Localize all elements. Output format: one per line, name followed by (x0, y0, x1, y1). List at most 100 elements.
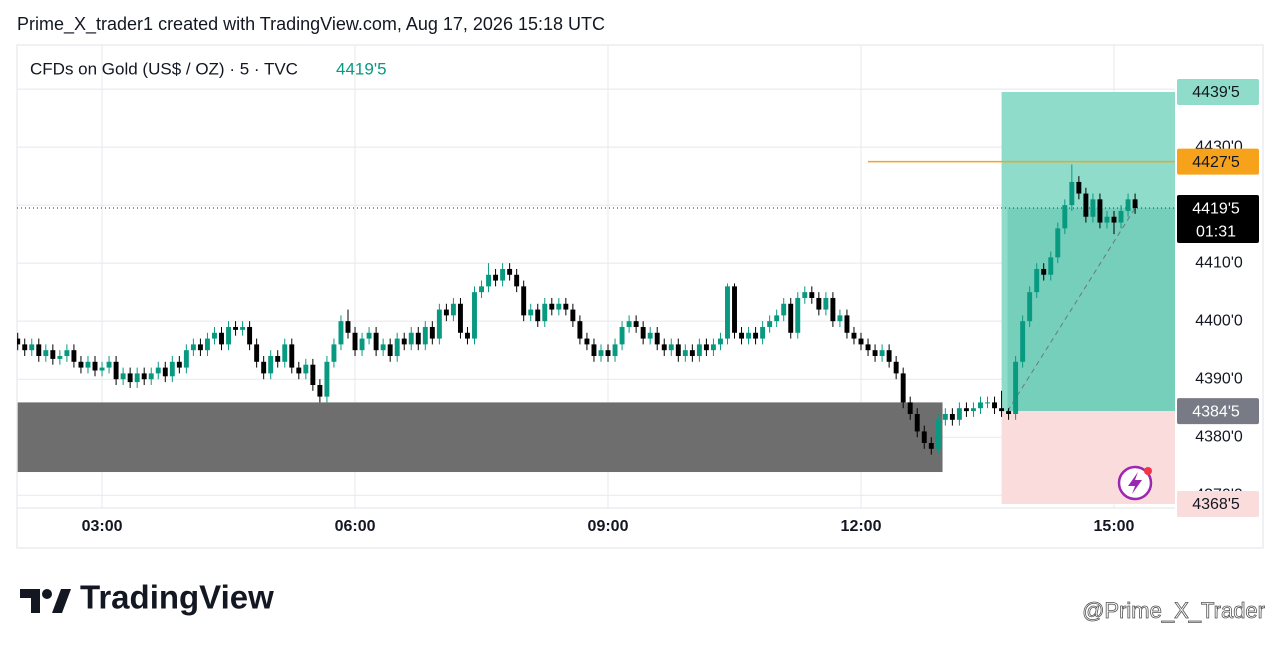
entry-badge (1177, 398, 1259, 425)
plot (17, 91, 1175, 504)
candle-body (879, 350, 885, 356)
candle-body (148, 373, 154, 380)
tv-logo (20, 589, 71, 613)
candle-body (219, 332, 224, 345)
candle-body (802, 292, 808, 298)
entry-badge-label: 4384'5 (1192, 403, 1240, 420)
candle-body (36, 344, 42, 356)
last-badge-label: 4419'5 (1192, 200, 1240, 217)
candle-body (169, 361, 175, 377)
candle-body (1125, 199, 1131, 211)
candle-body (50, 350, 56, 359)
candle-body (1062, 205, 1068, 229)
candle-body (605, 350, 611, 356)
candle-body (247, 326, 253, 345)
candle-body (907, 402, 913, 415)
target-badge-label: 4439'5 (1192, 84, 1240, 101)
x-tick-label: 15:00 (1094, 518, 1135, 535)
candle-body (1006, 411, 1012, 415)
candle-body (633, 321, 639, 327)
candle-body (928, 443, 934, 449)
candle-body (703, 344, 709, 351)
candle-body (106, 361, 112, 368)
candle-body (1013, 361, 1019, 415)
candle-body (429, 326, 435, 339)
candle-body (956, 408, 962, 420)
candle-body (570, 309, 576, 322)
candle-body (212, 332, 217, 339)
candle-body (781, 303, 787, 316)
candle-body (254, 344, 260, 362)
candle-body (612, 344, 618, 356)
x-tick-label: 12:00 (841, 518, 882, 535)
candle-body (338, 321, 344, 345)
candle-body (598, 350, 604, 356)
candle-body (809, 292, 815, 298)
candle-body (528, 309, 534, 316)
candle-body (535, 309, 541, 322)
candle-body (935, 419, 941, 449)
x-tick-label: 09:00 (588, 518, 629, 535)
candle-body (1041, 268, 1047, 275)
candle-body (268, 355, 274, 374)
candle-body (1111, 216, 1117, 223)
y-tick-label: 4410'0 (1195, 254, 1243, 271)
candle-body (43, 350, 49, 356)
candle-body (682, 350, 688, 356)
candle-body (921, 431, 927, 444)
candle-body (970, 408, 976, 412)
logo-text: TradingView (80, 579, 274, 616)
candle-body (1132, 199, 1138, 209)
candle-body (1048, 257, 1054, 275)
candle-body (577, 321, 583, 339)
candle-body (443, 309, 449, 316)
candle-body (387, 344, 393, 356)
candle-body (1027, 292, 1033, 322)
candle-body (1104, 216, 1110, 223)
candle-body (197, 344, 203, 351)
candle-body (675, 344, 681, 356)
y-tick-label: 4380'0 (1195, 428, 1243, 445)
candle-body (978, 402, 983, 409)
candle-body (696, 344, 702, 356)
candle-body (275, 355, 281, 362)
candle-body (816, 297, 822, 310)
candle-body (999, 408, 1005, 412)
candle-body (141, 373, 147, 380)
candle-body (521, 286, 527, 316)
candle-body (563, 303, 569, 310)
candle-body (289, 344, 295, 368)
candle-body (500, 268, 506, 281)
candle-body (900, 373, 906, 403)
countdown: 01:31 (1196, 223, 1236, 240)
candle-body (1083, 193, 1089, 217)
header: Prime_X_trader1 created with TradingView… (17, 14, 605, 35)
candle-body (963, 408, 969, 412)
chart-title: CFDs on Gold (US$ / OZ) · 5 · TVC (30, 59, 298, 78)
candle-body (282, 344, 288, 362)
candle-body (17, 338, 21, 345)
candle-body (450, 303, 456, 316)
candle-body (788, 303, 794, 333)
candle-body (507, 268, 513, 275)
candle-body (233, 326, 239, 330)
candle-body (261, 361, 267, 374)
candle-body (626, 321, 632, 327)
axes: 4370'04380'04390'04400'04410'04420'04430… (17, 78, 1259, 535)
candle-body (886, 350, 892, 362)
candle-body (619, 326, 625, 345)
candle-body (457, 303, 463, 333)
candle-body (1097, 199, 1103, 223)
candle-body (204, 338, 210, 351)
candle-body (155, 367, 161, 374)
candle-body (710, 344, 716, 351)
stop-badge (1177, 490, 1259, 517)
candle-body (113, 361, 119, 380)
chart-frame (16, 44, 1264, 549)
candle-body (654, 332, 660, 345)
candle-body (795, 297, 801, 333)
candle-body (774, 315, 780, 322)
candle-body (753, 332, 759, 339)
candle-body (549, 303, 555, 310)
